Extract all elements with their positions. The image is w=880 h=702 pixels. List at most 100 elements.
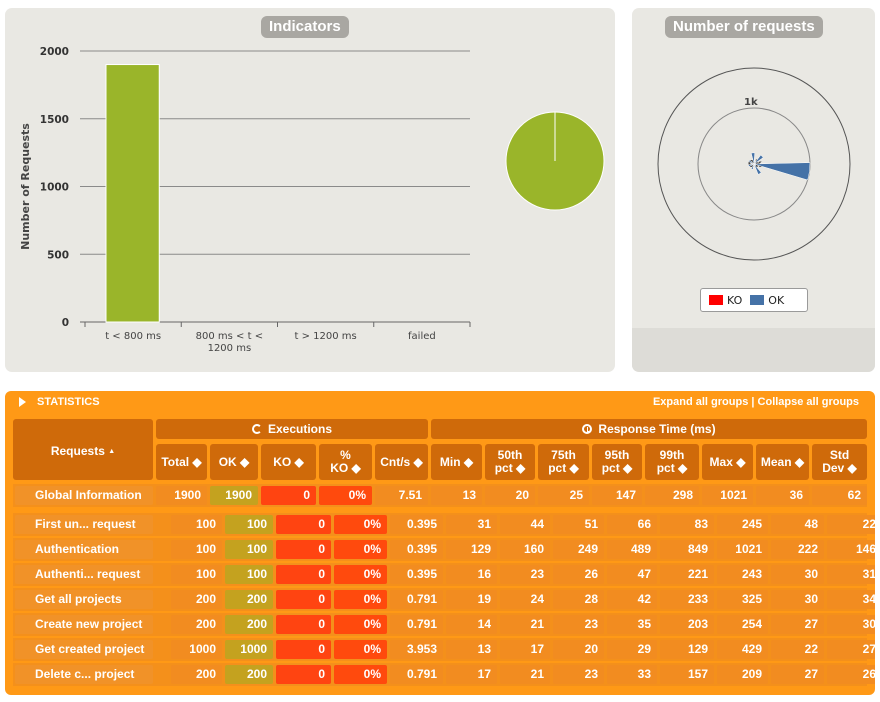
- table-cell: 0%: [334, 590, 387, 609]
- table-cell: 3.953: [390, 640, 443, 659]
- table-cell: 0.395: [390, 540, 443, 559]
- table-cell: 1021: [702, 486, 753, 505]
- table-row-name[interactable]: Delete c... project: [15, 665, 153, 684]
- table-cell: 27: [771, 665, 824, 684]
- column-header[interactable]: Total ◆: [156, 444, 207, 480]
- x-tick-label: t > 1200 ms: [295, 331, 357, 342]
- x-tick-label: t < 800 ms: [105, 331, 161, 342]
- expand-triangle-icon[interactable]: [19, 397, 26, 407]
- table-cell: 1021: [717, 540, 768, 559]
- column-header[interactable]: % KO ◆: [319, 444, 372, 480]
- table-cell: 0: [276, 590, 331, 609]
- table-cell: 26: [553, 565, 604, 584]
- column-header-label: KO ◆: [273, 454, 304, 469]
- bar: [105, 64, 160, 323]
- table-cell: 23: [500, 565, 550, 584]
- sort-ascending-icon: ▲: [108, 448, 116, 455]
- table-cell: 62: [812, 486, 867, 505]
- table-cell: 23: [553, 615, 604, 634]
- table-cell: 100: [171, 515, 222, 534]
- group-links-separator: |: [751, 396, 755, 408]
- column-header[interactable]: 99th pct ◆: [645, 444, 699, 480]
- y-tick-label: 2000: [40, 46, 69, 58]
- legend-ko-label[interactable]: KO: [727, 293, 743, 307]
- table-cell: 209: [717, 665, 768, 684]
- table-cell: 83: [660, 515, 714, 534]
- requests-column-header[interactable]: Requests ▲: [13, 419, 153, 480]
- column-header[interactable]: Mean ◆: [756, 444, 809, 480]
- table-cell: 21: [500, 665, 550, 684]
- table-cell: 221: [660, 565, 714, 584]
- polar-ok-sector: [750, 152, 755, 165]
- table-row-name[interactable]: Authenti... request: [15, 565, 153, 584]
- table-cell: 1900: [156, 486, 207, 505]
- table-cell: 30: [771, 590, 824, 609]
- table-cell: 13: [446, 640, 497, 659]
- table-cell: 42: [607, 590, 657, 609]
- table-cell: 17: [500, 640, 550, 659]
- column-header[interactable]: Min ◆: [431, 444, 482, 480]
- column-header-label: Cnt/s ◆: [380, 454, 423, 469]
- column-header-label: Max ◆: [709, 454, 746, 469]
- column-header-label: 50th: [497, 448, 523, 462]
- table-cell: 7.51: [375, 486, 428, 505]
- table-cell: 51: [553, 515, 604, 534]
- requests-panel: Number of requests 1k0k KO OK: [632, 8, 875, 372]
- polar-outer-ring: [657, 67, 851, 261]
- table-cell: 147: [592, 486, 642, 505]
- statistics-title[interactable]: STATISTICS: [37, 396, 100, 408]
- table-cell: 26: [827, 665, 875, 684]
- table-row-name[interactable]: Get created project: [15, 640, 153, 659]
- column-header-sublabel: KO ◆: [330, 461, 361, 475]
- column-header[interactable]: 75th pct ◆: [538, 444, 589, 480]
- column-header[interactable]: OK ◆: [210, 444, 258, 480]
- column-header[interactable]: KO ◆: [261, 444, 316, 480]
- column-header-label: Std: [829, 448, 850, 462]
- table-cell: 36: [756, 486, 809, 505]
- column-header[interactable]: Cnt/s ◆: [375, 444, 428, 480]
- table-cell: 489: [607, 540, 657, 559]
- column-header-label: Min ◆: [439, 454, 474, 469]
- table-cell: 245: [717, 515, 768, 534]
- y-tick-label: 0: [62, 317, 69, 329]
- column-header[interactable]: 50th pct ◆: [485, 444, 535, 480]
- table-cell: 66: [607, 515, 657, 534]
- table-cell: 429: [717, 640, 768, 659]
- x-tick-label: failed: [408, 331, 436, 342]
- requests-panel-footer: [632, 328, 875, 372]
- table-cell: 0.791: [390, 590, 443, 609]
- global-information-row-name[interactable]: Global Information: [15, 486, 153, 505]
- table-cell: 243: [717, 565, 768, 584]
- table-cell: 200: [171, 615, 222, 634]
- polar-ok-sector: [748, 159, 755, 165]
- table-cell: 849: [660, 540, 714, 559]
- table-cell: 160: [500, 540, 550, 559]
- polar-ok-sector: [748, 163, 755, 167]
- statistics-header-bar: STATISTICS Expand all groups | Collapse …: [5, 391, 875, 413]
- table-row-name[interactable]: Get all projects: [15, 590, 153, 609]
- indicators-title: Indicators: [261, 16, 349, 38]
- legend-ok-label[interactable]: OK: [768, 293, 785, 307]
- y-tick-label: 500: [47, 249, 69, 261]
- table-cell: 0.395: [390, 565, 443, 584]
- polar-ok-sector: [753, 163, 762, 175]
- clock-icon: [582, 424, 593, 434]
- column-header[interactable]: Max ◆: [702, 444, 753, 480]
- column-header[interactable]: Std Dev ◆: [812, 444, 867, 480]
- x-tick-label: 800 ms < t <: [196, 331, 263, 342]
- table-row-name[interactable]: Authentication: [15, 540, 153, 559]
- table-cell: 100: [225, 540, 273, 559]
- table-row-name[interactable]: Create new project: [15, 615, 153, 634]
- expand-all-groups-link[interactable]: Expand all groups: [652, 396, 749, 408]
- response-time-header-label: Response Time (ms): [598, 421, 716, 436]
- table-cell: 222: [771, 540, 824, 559]
- table-cell: 146: [827, 540, 875, 559]
- column-header-sublabel: pct ◆: [494, 461, 526, 475]
- requests-legend: KO OK: [700, 288, 808, 312]
- table-cell: 100: [171, 540, 222, 559]
- table-cell: 1000: [171, 640, 222, 659]
- collapse-all-groups-link[interactable]: Collapse all groups: [757, 396, 859, 408]
- table-row-name[interactable]: First un... request: [15, 515, 153, 534]
- column-header[interactable]: 95th pct ◆: [592, 444, 642, 480]
- table-cell: 31: [446, 515, 497, 534]
